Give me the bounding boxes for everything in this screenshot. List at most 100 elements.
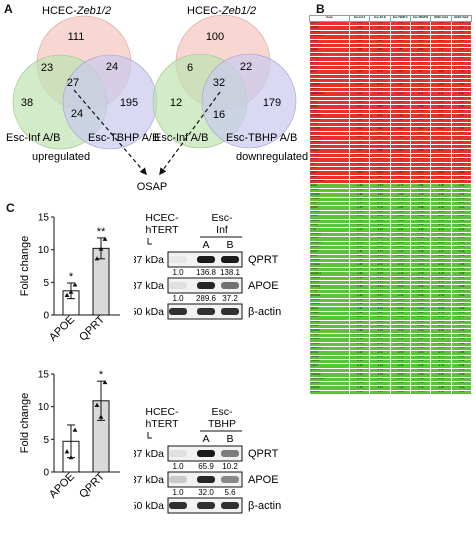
value-cell: -2.90 [430,389,452,396]
venn-count: 23 [41,62,53,74]
value-cell: -3.06 [450,389,473,396]
value-cell: -2.68 [389,389,411,396]
bar-chart-tbhp: 0 5 10 15 Fold change APOE * QPRT [19,369,120,501]
blot-band [169,308,187,315]
table-row: IFI27 0.52 0.53 0.56 0.54 0.61 0.60 [309,170,473,176]
table-row: E2F1 -1.52 -1.67 -1.71 -1.81 -1.86 -2.02 [309,183,473,189]
y-tick-label: 5 [43,435,49,446]
table-row: ID1 0.54 0.55 0.58 0.56 0.65 0.64 [309,161,473,167]
venn-upregulated: HCEC-Zeb1/2 111 23 24 27 38 24 195 Esc-I… [6,5,159,163]
blot-band [169,476,187,483]
table-row: CRISPLD2 0.84 0.87 0.89 0.92 1.31 1.26 [309,34,473,40]
blot-band [221,282,239,289]
venn-circle-tbhp [201,53,297,149]
table-row: DEPDC1 -2.14 -2.41 -2.48 -2.52 -2.70 -2.86 [309,345,473,352]
venn-downregulated: HCEC-Zeb1/2 100 6 22 32 12 16 179 Esc-In… [152,5,308,163]
venn-count: 22 [240,61,252,73]
lane-label: A [202,433,209,445]
significance-marker: ** [97,226,106,238]
table-row: EXO1 -2.16 -2.43 -2.50 -2.54 -2.72 -2.88 [309,350,473,356]
venn-left-label-tbhp: Esc-TBHP A/B [88,132,159,144]
cell-line-label: HCEC- [145,406,179,418]
band-quantification: 136.8 [196,268,217,277]
treatment-label: TBHP [208,418,236,430]
blot-band [197,256,215,263]
value-cell: -2.61 [369,389,391,396]
y-tick-label: 5 [43,278,49,289]
value-cell: -2.72 [409,389,432,396]
molecular-weight-label: 37 kDa [134,474,164,486]
table-row: FOXM1 -2.08 -2.33 -2.40 -2.44 -2.62 -2.78 [309,328,473,334]
table-row: MELK -2.01 -2.23 -2.30 -2.34 -2.52 -2.68 [309,306,473,312]
table-row: CDCA5 -2.30 -2.61 -2.68 -2.72 -2.90 -3.06 [309,389,473,396]
x-tick-label: QPRT [77,313,107,343]
venn-count: 12 [170,97,182,109]
venn-count: 16 [213,109,225,121]
blot-band [221,476,239,483]
band-quantification: 32.0 [198,488,214,497]
x-tick-label: APOE [47,471,77,501]
table-row: NCAPG -1.93 -2.13 -2.20 -2.24 -2.42 -2.58 [309,284,473,290]
blot-band [197,282,215,289]
blot-band [221,308,239,315]
venn-right-label-tbhp: Esc-TBHP A/B [226,132,297,144]
y-tick-label: 0 [43,468,49,479]
table-row: KIF14 -2.20 -2.49 -2.56 -2.60 -2.78 -2.94 [309,363,473,369]
significance-marker: * [99,369,104,381]
venn-count: 24 [106,61,118,73]
treatment-label: Esc- [212,212,234,224]
panel-label-c: C [6,201,15,215]
band-quantification: 1.0 [172,462,184,471]
venn-count: 32 [213,77,225,89]
venn-count: 111 [68,31,85,43]
table-row: C3 0.69 0.70 0.73 0.71 0.95 0.94 [309,95,473,102]
blot-band [169,282,187,289]
blot-band [197,502,215,509]
y-axis-label: Fold change [19,393,31,454]
blot-band [197,450,215,457]
data-point [68,455,74,460]
protein-label: β-actin [248,500,281,512]
data-point [98,246,104,251]
table-row: PTGDS 0.74 0.75 0.78 0.76 1.06 1.04 [309,73,473,80]
blot-band [197,308,215,315]
band-quantification: 289.6 [196,294,217,303]
data-point [94,256,100,261]
band-quantification: 138.1 [220,268,241,277]
lane-label: A [202,239,209,251]
blot-band [197,476,215,483]
x-tick-label: APOE [47,314,77,344]
venn-count: 38 [21,97,33,109]
molecular-weight-label: 37 kDa [134,254,164,266]
cell-line-label: hTERT [145,224,179,236]
y-tick-label: 15 [38,370,50,381]
venn-right-label-inf: Esc-Inf A/B [154,132,208,144]
table-row: GPX3 0.78 0.79 0.82 0.80 1.15 1.12 [309,56,473,62]
data-point [72,427,78,432]
protein-label: QPRT [248,448,279,460]
venn-left-top-label: HCEC-Zeb1/2 [42,5,111,17]
y-tick-label: 10 [38,245,50,256]
western-blot-tbhp: HCEC-hTERT Esc-TBHP A B 37 kDa QPRT 1.0 65.9 10.… [134,406,281,514]
data-point [72,282,78,287]
venn-count: 6 [187,62,193,74]
molecular-weight-label: 50 kDa [134,306,164,318]
band-quantification: 1.0 [172,268,184,277]
gene-heatmap-table: Gene Esc-Inf A Esc-Inf B Esc-TBHP A Esc-TBHP… [309,15,473,396]
y-tick-label: 0 [43,311,49,322]
venn-panel: HCEC-Zeb1/2 111 23 24 27 38 24 195 Esc-I… [6,5,308,193]
venn-right-top-label: HCEC-Zeb1/2 [187,5,256,17]
table-row: MGP 0.73 0.74 0.77 0.75 1.04 1.02 [309,78,473,84]
blot-band [221,502,239,509]
table-row: MKI67 -1.70 -1.82 -1.88 -1.92 -2.10 -2.26 [309,214,473,220]
significance-marker: * [69,271,74,283]
table-row: SERPINF1 0.70 0.71 0.74 0.72 0.97 0.96 [309,91,473,97]
cell-line-label: hTERT [145,418,179,430]
data-point [68,289,74,294]
value-cell: -2.30 [348,389,371,396]
y-tick-label: 10 [38,402,50,413]
protein-label: QPRT [248,254,279,266]
venn-count: 24 [71,108,83,120]
cell-line-label: HCEC- [145,212,179,224]
table-row: QPRT 1.15 1.21 1.04 1.12 1.58 1.60 [309,20,473,27]
